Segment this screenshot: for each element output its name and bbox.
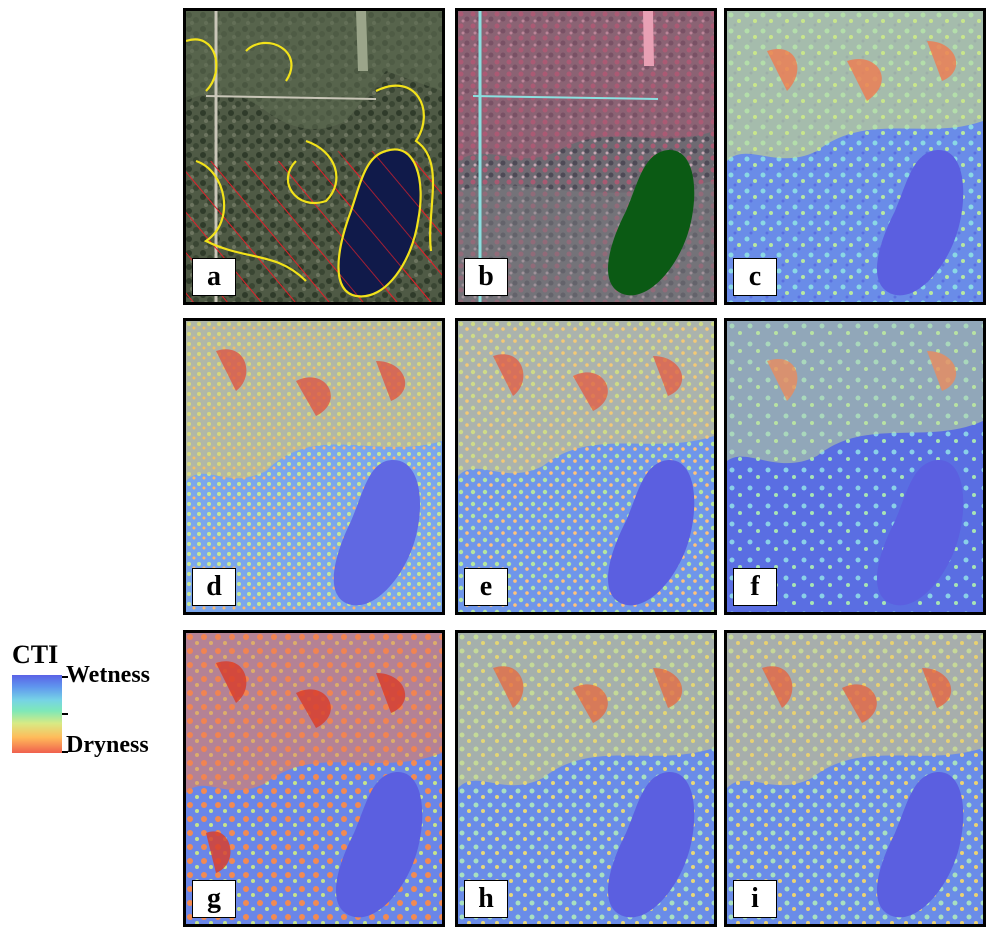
panel-i-image bbox=[727, 633, 983, 924]
panel-a-label: a bbox=[192, 258, 236, 296]
panel-h: h bbox=[455, 630, 717, 927]
panel-f: f bbox=[724, 318, 986, 615]
legend-title: CTI bbox=[12, 640, 59, 669]
panel-d: d bbox=[183, 318, 445, 615]
panel-f-image bbox=[727, 321, 983, 612]
panel-e-image bbox=[458, 321, 714, 612]
panel-i-label: i bbox=[733, 880, 777, 918]
legend-tick-bottom bbox=[62, 751, 68, 753]
legend-tick-top bbox=[62, 676, 68, 678]
panel-e-label: e bbox=[464, 568, 508, 606]
panel-b-image bbox=[458, 11, 714, 302]
panel-i: i bbox=[724, 630, 986, 927]
panel-h-image bbox=[458, 633, 714, 924]
panel-g: g bbox=[183, 630, 445, 927]
panel-d-label: d bbox=[192, 568, 236, 606]
panel-a: a bbox=[183, 8, 445, 305]
panel-c: c bbox=[724, 8, 986, 305]
panel-g-label: g bbox=[192, 880, 236, 918]
panel-a-image bbox=[186, 11, 442, 302]
legend-color-bar bbox=[12, 675, 62, 753]
panel-f-label: f bbox=[733, 568, 777, 606]
panel-b-label: b bbox=[464, 258, 508, 296]
legend-wetness-label: Wetness bbox=[66, 662, 150, 688]
panel-c-image bbox=[727, 11, 983, 302]
legend-tick-middle bbox=[62, 713, 68, 715]
cti-legend: CTI Wetness Dryness bbox=[0, 640, 175, 770]
legend-dryness-label: Dryness bbox=[66, 732, 149, 758]
panel-h-label: h bbox=[464, 880, 508, 918]
panel-b: b bbox=[455, 8, 717, 305]
panel-g-image bbox=[186, 633, 442, 924]
panel-e: e bbox=[455, 318, 717, 615]
panel-d-image bbox=[186, 321, 442, 612]
panel-c-label: c bbox=[733, 258, 777, 296]
